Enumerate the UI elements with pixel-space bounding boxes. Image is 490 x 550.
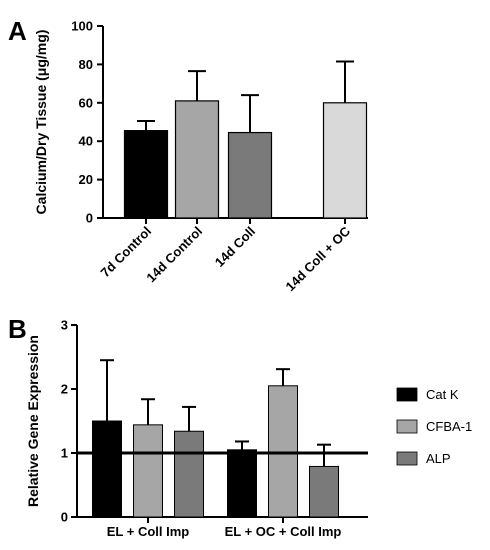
y-tick-label: 0 (86, 211, 93, 226)
bar (174, 430, 204, 518)
bar (227, 131, 273, 219)
x-category-label: 14d Coll + OC (282, 223, 353, 294)
y-tick-label: 3 (61, 318, 68, 333)
x-category-label: 14d Coll (212, 224, 258, 270)
legend-label: Cat K (426, 387, 459, 402)
x-category-label: EL + OC + Coll Imp (225, 524, 342, 539)
legend-swatch (396, 387, 418, 402)
y-axis-label: Calcium/Dry Tissue (μg/mg) (33, 30, 49, 215)
bar (227, 449, 257, 518)
x-category-label: EL + Coll Imp (107, 524, 190, 539)
bar (268, 385, 298, 518)
panel-a-letter: A (8, 16, 27, 46)
y-tick-label: 60 (79, 95, 93, 110)
y-tick-label: 0 (61, 510, 68, 525)
y-axis-label: Relative Gene Expression (25, 335, 41, 507)
y-tick-label: 80 (79, 57, 93, 72)
bar (133, 424, 163, 518)
bar (174, 100, 220, 219)
chart-b: 0 1 2 3 EL + Coll Imp EL + OC + Coll Imp Relat… (25, 318, 472, 540)
legend-label: CFBA-1 (426, 419, 472, 434)
y-tick-label: 1 (61, 446, 68, 461)
legend-swatch (396, 451, 418, 466)
bar (322, 102, 368, 219)
legend-swatch (396, 419, 418, 434)
y-tick-label: 40 (79, 134, 93, 149)
y-tick-label: 2 (61, 382, 68, 397)
bar (309, 465, 339, 518)
y-tick-label: 100 (71, 19, 93, 34)
bar (123, 130, 169, 219)
legend-label: ALP (426, 451, 451, 466)
y-tick-label: 20 (79, 172, 93, 187)
bar (92, 420, 122, 518)
panel-b-letter: B (8, 314, 27, 344)
